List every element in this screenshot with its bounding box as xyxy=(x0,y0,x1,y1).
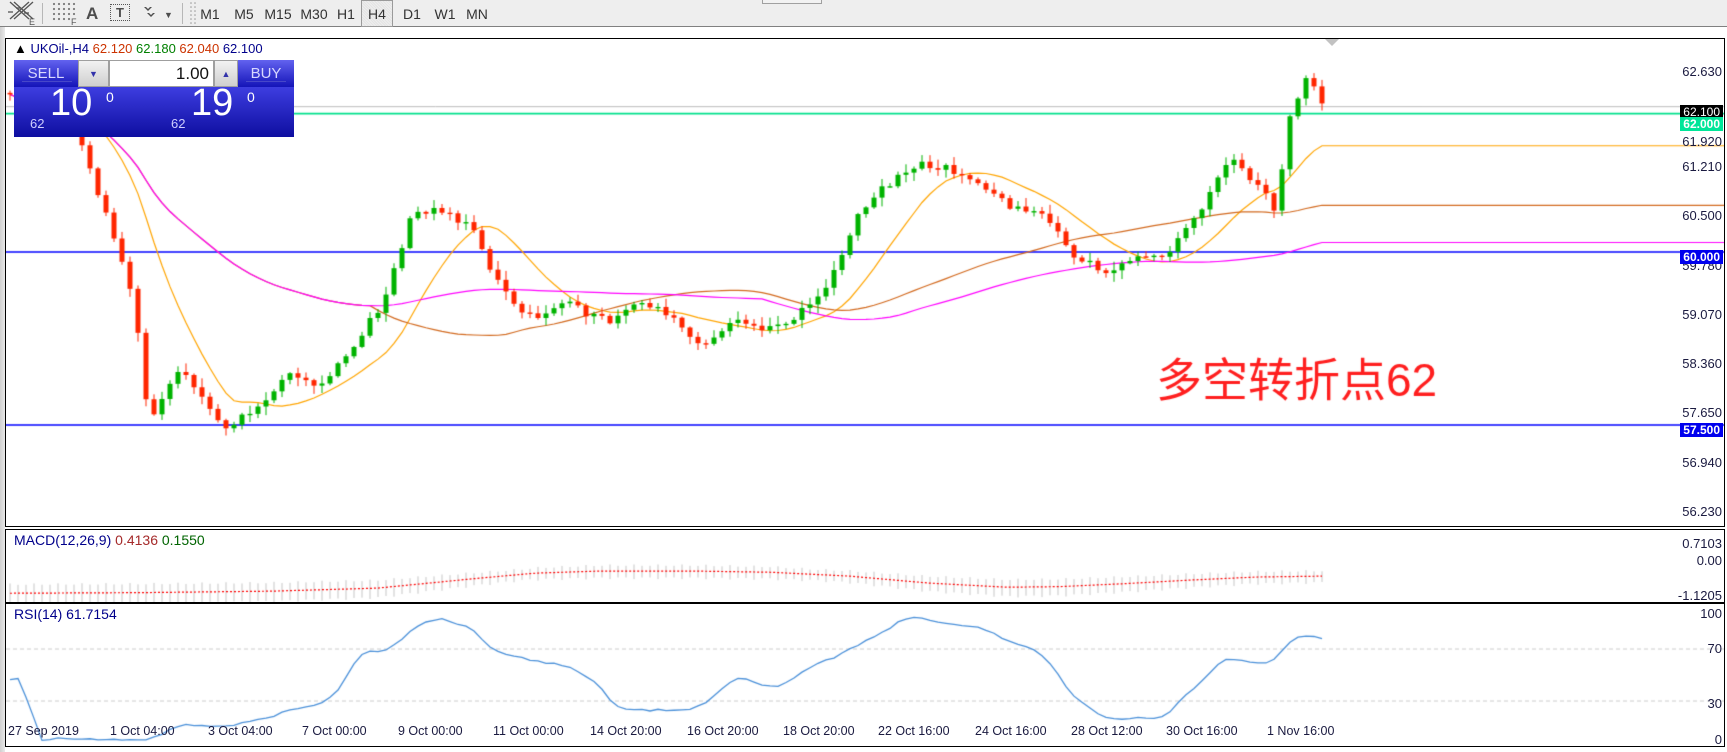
svg-text:F: F xyxy=(71,17,77,27)
svg-text:E: E xyxy=(29,17,35,27)
